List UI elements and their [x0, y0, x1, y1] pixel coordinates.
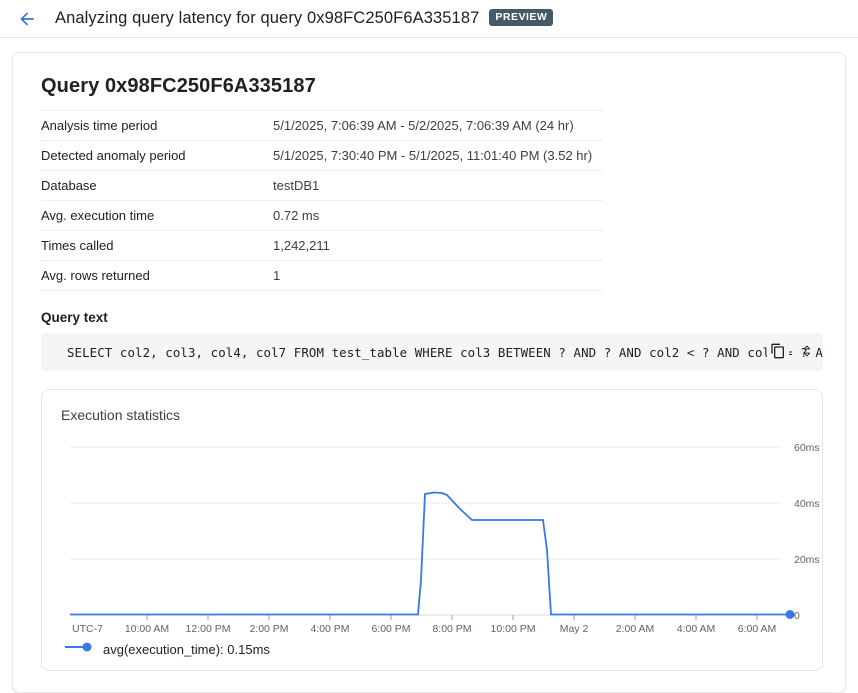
- table-row: Analysis time period 5/1/2025, 7:06:39 A…: [41, 110, 603, 141]
- copy-icon: [770, 343, 786, 362]
- preview-badge: PREVIEW: [489, 9, 554, 26]
- execution-statistics-card: Execution statistics 60ms 40ms: [41, 389, 823, 671]
- detail-value: 1: [273, 268, 281, 283]
- x-tick-6: 10:00 PM: [491, 623, 536, 635]
- line-chart-svg[interactable]: 60ms 40ms 20ms 0: [42, 430, 823, 671]
- chart-gridlines: [70, 446, 782, 560]
- detail-value: 0.72 ms: [273, 208, 320, 223]
- x-tick-tz: UTC-7: [72, 623, 103, 635]
- chart-x-tick-labels: UTC-7 10:00 AM 12:00 PM 2:00 PM 4:00 PM …: [72, 623, 776, 635]
- x-tick-9: 4:00 AM: [677, 623, 716, 635]
- detail-label: Detected anomaly period: [41, 148, 186, 163]
- detail-value: 1,242,211: [273, 238, 330, 253]
- table-row: Times called 1,242,211: [41, 230, 603, 261]
- table-row: Avg. execution time 0.72 ms: [41, 200, 603, 231]
- detail-label: Avg. rows returned: [41, 268, 150, 283]
- unfold-more-icon: [800, 341, 814, 364]
- x-tick-10: 6:00 AM: [738, 623, 777, 635]
- chart-plot-area[interactable]: 60ms 40ms 20ms 0: [42, 430, 823, 671]
- chart-legend[interactable]: avg(execution_time): 0.15ms: [64, 640, 270, 658]
- table-row: Detected anomaly period 5/1/2025, 7:30:4…: [41, 140, 603, 171]
- detail-label: Times called: [41, 238, 114, 253]
- series-end-point: [785, 610, 795, 619]
- chart-x-tick-marks: [146, 615, 758, 620]
- query-text-box[interactable]: SELECT col2, col3, col4, col7 FROM test_…: [41, 333, 823, 371]
- x-tick-4: 6:00 PM: [371, 623, 410, 635]
- x-tick-5: 8:00 PM: [432, 623, 471, 635]
- series-avg-execution-time: [70, 491, 790, 616]
- x-tick-1: 12:00 PM: [186, 623, 231, 635]
- x-tick-2: 2:00 PM: [249, 623, 288, 635]
- chart-title: Execution statistics: [61, 407, 181, 423]
- y-tick-0: 0: [794, 610, 800, 622]
- y-tick-60: 60ms: [794, 442, 820, 454]
- table-row: Avg. rows returned 1: [41, 260, 603, 291]
- detail-value: 5/1/2025, 7:06:39 AM - 5/2/2025, 7:06:39…: [273, 118, 574, 133]
- detail-label: Analysis time period: [41, 118, 158, 133]
- x-tick-3: 4:00 PM: [310, 623, 349, 635]
- details-body: Analysis time period 5/1/2025, 7:06:39 A…: [41, 110, 603, 291]
- query-heading: Query 0x98FC250F6A335187: [41, 75, 316, 97]
- y-tick-20: 20ms: [794, 554, 820, 566]
- page-title: Analyzing query latency for query 0x98FC…: [55, 9, 480, 27]
- legend-label: avg(execution_time): 0.15ms: [103, 641, 270, 657]
- detail-value: 5/1/2025, 7:30:40 PM - 5/1/2025, 11:01:4…: [273, 148, 593, 163]
- detail-value: testDB1: [273, 178, 320, 193]
- y-tick-40: 40ms: [794, 498, 820, 510]
- expand-query-button[interactable]: [797, 339, 817, 365]
- copy-button[interactable]: [767, 341, 789, 363]
- query-details-table: Analysis time period 5/1/2025, 7:06:39 A…: [41, 110, 603, 291]
- query-text-content: SELECT col2, col3, col4, col7 FROM test_…: [67, 344, 823, 360]
- table-row: Database testDB1: [41, 170, 603, 201]
- chart-y-tick-labels: 60ms 40ms 20ms 0: [794, 442, 820, 622]
- query-text-label: Query text: [41, 310, 108, 325]
- page-body: Query 0x98FC250F6A335187 Analysis time p…: [0, 38, 858, 693]
- detail-label: Database: [41, 178, 97, 193]
- query-detail-card: Query 0x98FC250F6A335187 Analysis time p…: [12, 52, 846, 693]
- x-tick-8: 2:00 AM: [616, 623, 655, 635]
- x-tick-7: May 2: [560, 623, 589, 635]
- detail-label: Avg. execution time: [41, 208, 155, 223]
- top-app-bar: Analyzing query latency for query 0x98FC…: [0, 0, 858, 38]
- legend-marker-icon: [64, 640, 94, 658]
- arrow-left-icon: [17, 9, 37, 29]
- back-button[interactable]: [10, 2, 44, 36]
- x-tick-0: 10:00 AM: [125, 623, 169, 635]
